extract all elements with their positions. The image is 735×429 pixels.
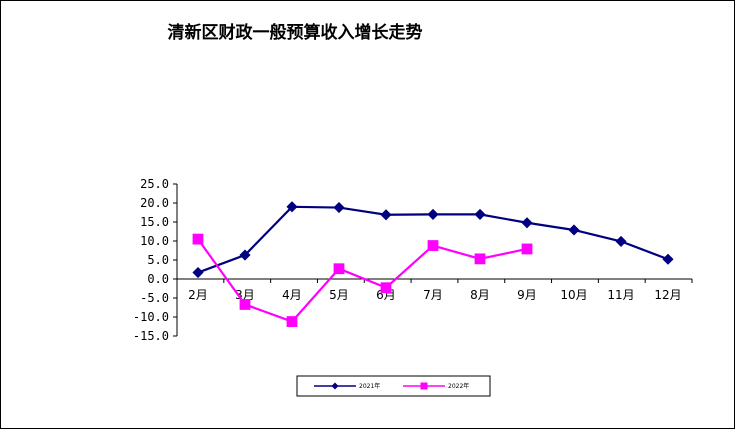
data-point [521,217,533,229]
data-point [333,201,345,214]
data-point [286,201,298,213]
data-point [521,243,533,255]
series-line-2 [197,238,528,323]
x-tick-label: 8月 [470,288,490,302]
data-point [474,253,486,265]
x-tick-label: 2月 [188,288,208,302]
y-tick-label: 10.0 [140,234,169,248]
x-tick-label: 9月 [517,288,537,302]
data-point [615,235,627,247]
y-tick-label: 20.0 [140,196,169,210]
legend-label: 2021年 [359,382,380,390]
data-point [192,266,204,279]
data-point [380,282,392,294]
data-point [568,224,580,236]
data-point [662,253,674,265]
y-tick-label: 5.0 [147,253,169,267]
y-tick-label: -10.0 [133,310,169,324]
data-point [286,316,298,327]
data-point [380,209,392,221]
x-tick-label: 11月 [607,288,634,302]
data-point [333,263,345,275]
data-point [474,208,486,220]
data-point [427,240,439,251]
legend-marker [420,382,428,390]
x-tick-label: 10月 [560,288,587,302]
data-point [239,299,251,310]
plot-area [192,201,674,327]
chart-title: 清新区财政一般预算收入增长走势 [167,23,423,43]
x-tick-label: 7月 [423,288,443,302]
y-tick-label: -5.0 [140,291,169,305]
legend-label: 2022年 [448,382,469,390]
x-tick-label: 5月 [329,288,349,302]
data-point [427,208,439,220]
data-point [239,249,251,261]
y-tick-label: -15.0 [133,329,169,343]
legend: 2021年 2022年 [296,375,491,397]
y-tick-label: 15.0 [140,215,169,229]
data-point [192,233,204,245]
legend-box [296,375,491,397]
y-tick-label: 25.0 [140,177,169,191]
legend-marker [331,382,339,390]
axes: 25.020.015.010.05.00.0-5.0-10.0-15.02月 3月… [133,177,693,343]
x-tick-label: 4月 [282,288,302,302]
y-tick-label: 0.0 [147,272,169,286]
x-tick-label: 12月 [654,288,681,302]
